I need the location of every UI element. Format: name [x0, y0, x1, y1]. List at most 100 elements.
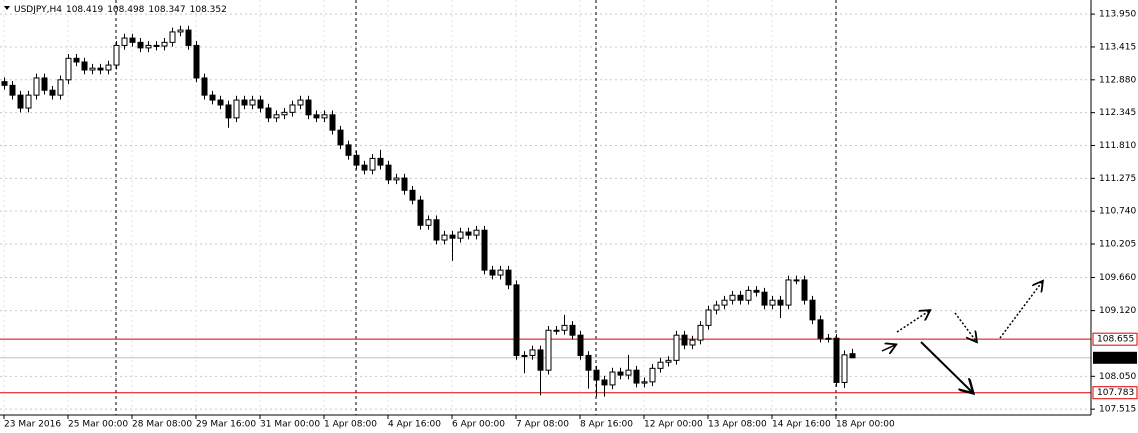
candle-body — [769, 299, 776, 306]
candle-body — [337, 129, 344, 146]
level-label: 107.783 — [1097, 388, 1134, 398]
candle-body — [761, 291, 768, 306]
candle-body — [729, 294, 736, 301]
candle-body — [537, 349, 544, 371]
candle-body — [297, 99, 304, 106]
candle-body — [217, 99, 224, 106]
candle-body — [433, 219, 440, 241]
candle-body — [369, 157, 376, 171]
candle-body — [809, 299, 816, 321]
candle-body — [649, 367, 656, 383]
candle-body — [361, 164, 368, 171]
candle-body — [305, 99, 312, 116]
price-label: 108.352 — [1097, 353, 1134, 363]
candle-body — [633, 369, 640, 384]
candle-body — [833, 337, 840, 383]
candle-body — [321, 114, 328, 119]
y-tick-label: 111.810 — [1099, 141, 1136, 151]
x-tick-label: 7 Apr 08:00 — [516, 420, 569, 430]
candle-body — [841, 354, 848, 383]
level-label-box — [1092, 332, 1138, 346]
candle-body — [145, 44, 152, 49]
arrow — [954, 312, 976, 341]
candle-body — [257, 99, 264, 109]
x-tick-label: 1 Apr 08:00 — [324, 420, 377, 430]
candle-body — [177, 29, 184, 33]
candle-body — [737, 294, 744, 301]
candle-body — [777, 299, 784, 306]
candle-body — [401, 177, 408, 191]
candle-body — [465, 231, 472, 236]
candle-body — [569, 324, 576, 336]
candles — [1, 25, 856, 397]
candle-body — [521, 354, 528, 357]
candle-body — [545, 329, 552, 371]
candle-body — [753, 289, 760, 293]
candle-body — [113, 44, 120, 66]
arrow — [920, 341, 972, 392]
y-tick-label: 109.120 — [1099, 306, 1136, 316]
candle-body — [705, 309, 712, 326]
candle-body — [817, 319, 824, 339]
y-tick-label: 110.740 — [1099, 207, 1136, 217]
x-tick-label: 14 Apr 16:00 — [772, 420, 831, 430]
candle-body — [73, 57, 80, 63]
candle-body — [801, 279, 808, 301]
candle-body — [129, 37, 136, 43]
candle-body — [169, 31, 176, 43]
x-tick-label: 18 Apr 00:00 — [836, 420, 895, 430]
y-tick-label: 111.275 — [1099, 174, 1136, 184]
candle-body — [281, 111, 288, 116]
candle-body — [793, 279, 800, 282]
y-tick-label: 112.880 — [1099, 75, 1136, 85]
candle-body — [689, 339, 696, 346]
candle-body — [745, 289, 752, 301]
x-tick-label: 6 Apr 00:00 — [452, 420, 505, 430]
x-tick-label: 12 Apr 00:00 — [644, 420, 703, 430]
candle-body — [457, 231, 464, 239]
candle-body — [265, 107, 272, 119]
candle-body — [657, 361, 664, 369]
x-tick-label: 29 Mar 16:00 — [196, 420, 256, 430]
candle-body — [185, 29, 192, 46]
candle-body — [489, 269, 496, 276]
x-tick-label: 13 Apr 08:00 — [708, 420, 767, 430]
y-tick-label: 108.050 — [1099, 372, 1136, 382]
candle-body — [137, 41, 144, 49]
x-tick-label: 31 Mar 00:00 — [260, 420, 320, 430]
candle-body — [617, 371, 624, 376]
candle-body — [161, 41, 168, 47]
candle-body — [721, 299, 728, 306]
candle-body — [57, 79, 64, 96]
title-low: 108.347 — [148, 5, 185, 15]
candle-body — [345, 144, 352, 156]
candle-body — [825, 337, 832, 340]
x-tick-label: 25 Mar 00:00 — [68, 420, 128, 430]
title-close: 108.352 — [190, 5, 227, 15]
y-tick-label: 113.415 — [1099, 42, 1136, 52]
candle-body — [785, 279, 792, 306]
y-tick-label: 110.205 — [1099, 240, 1136, 250]
candle-body — [713, 304, 720, 311]
candle-body — [249, 99, 256, 106]
candle-body — [313, 114, 320, 119]
title-icon — [4, 6, 10, 10]
candle-body — [625, 369, 632, 376]
level-label-box — [1092, 386, 1138, 400]
candle-body — [577, 334, 584, 356]
price-label-box — [1093, 351, 1137, 364]
candle-body — [353, 154, 360, 166]
candle-body — [665, 359, 672, 363]
candle-body — [225, 104, 232, 119]
candle-body — [417, 199, 424, 226]
x-tick-label: 28 Mar 08:00 — [132, 420, 192, 430]
candle-body — [681, 334, 688, 346]
candle-body — [9, 84, 16, 96]
candle-body — [497, 269, 504, 276]
candle-body — [193, 44, 200, 79]
candle-body — [289, 104, 296, 113]
y-tick-label: 107.515 — [1099, 405, 1136, 415]
candle-body — [377, 157, 384, 166]
